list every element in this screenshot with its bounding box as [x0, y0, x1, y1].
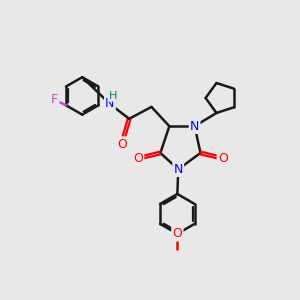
Text: O: O: [172, 227, 182, 240]
Text: O: O: [218, 152, 228, 165]
Text: O: O: [133, 152, 143, 165]
Text: N: N: [173, 163, 183, 176]
Text: O: O: [117, 138, 127, 151]
Text: N: N: [105, 98, 115, 110]
Text: N: N: [190, 120, 199, 133]
Text: H: H: [109, 91, 117, 100]
Text: F: F: [51, 93, 58, 106]
